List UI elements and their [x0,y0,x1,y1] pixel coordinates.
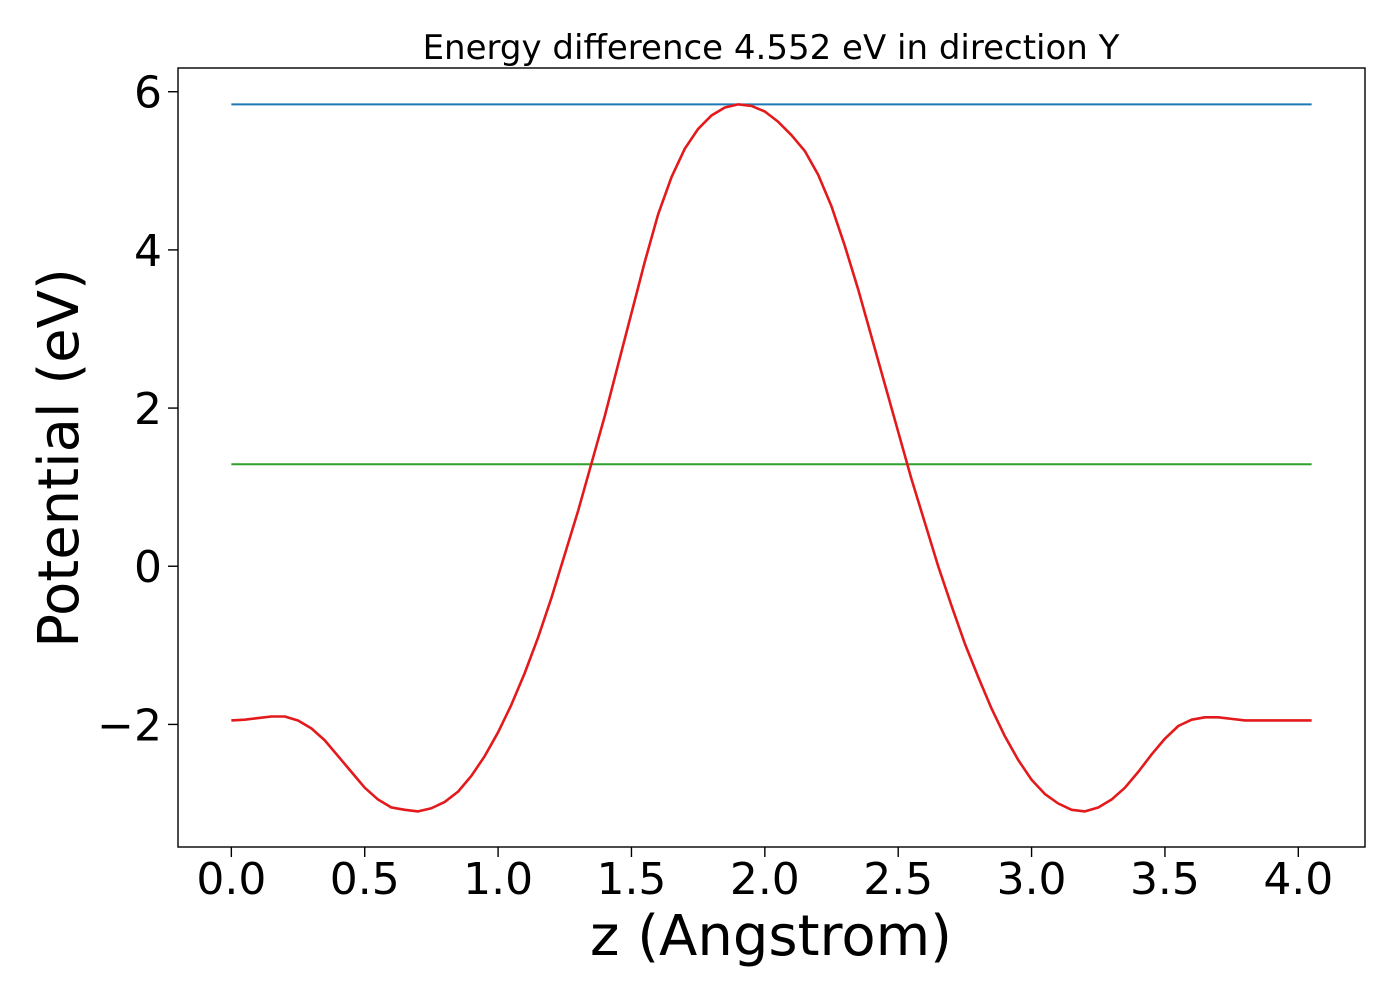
ticks-layer: 0.0 0.5 1.0 1.5 2.0 2.5 3.0 3.5 4.0 −2 0 2 4 6 [97,68,1333,905]
x-tick-label: 1.0 [463,854,533,905]
x-tick-label: 4.0 [1263,854,1333,905]
x-tick-label: 2.0 [730,854,800,905]
x-tick-label: 3.5 [1130,854,1200,905]
y-tick-label: 2 [134,384,162,435]
y-tick-label: 6 [134,68,162,119]
y-tick-label: 4 [134,226,162,277]
y-tick-label: −2 [97,700,162,751]
x-axis-label: z (Angstrom) [590,904,952,969]
y-tick-label: 0 [134,542,162,593]
y-axis-label: Potential (eV) [27,268,92,648]
chart-title: Energy difference 4.552 eV in direction … [423,28,1120,68]
x-tick-label: 1.5 [596,854,666,905]
x-tick-label: 2.5 [863,854,933,905]
series-layer [231,103,1312,813]
x-tick-label: 3.0 [997,854,1067,905]
plot-frame [177,67,1366,848]
x-tick-label: 0.5 [330,854,400,905]
series-line-2 [231,103,1312,813]
x-tick-label: 0.0 [196,854,266,905]
